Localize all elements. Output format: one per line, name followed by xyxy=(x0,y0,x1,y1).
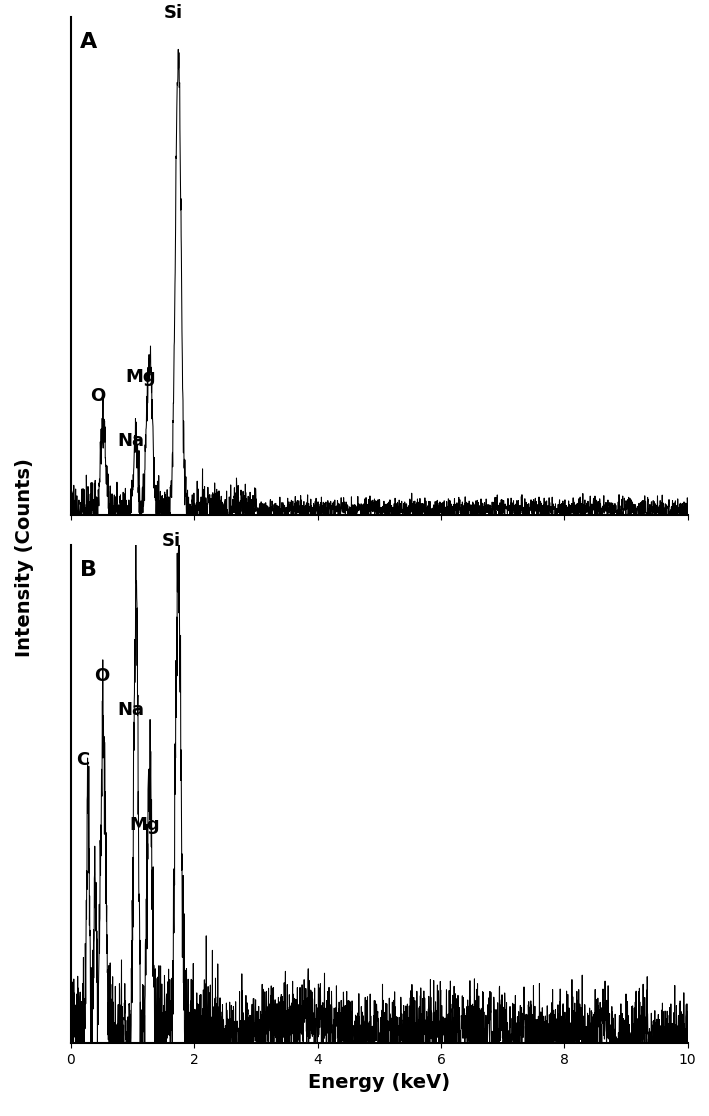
Text: O: O xyxy=(94,666,110,684)
Text: O: O xyxy=(91,387,106,405)
Text: Mg: Mg xyxy=(125,367,156,385)
Text: Intensity (Counts): Intensity (Counts) xyxy=(16,459,34,657)
Text: Si: Si xyxy=(163,3,182,21)
X-axis label: Energy (keV): Energy (keV) xyxy=(308,1072,450,1091)
Text: B: B xyxy=(80,560,97,580)
Text: Si: Si xyxy=(162,532,182,550)
Text: Na: Na xyxy=(117,702,144,720)
Text: Mg: Mg xyxy=(129,816,160,834)
Text: C: C xyxy=(77,751,89,769)
Text: Na: Na xyxy=(118,432,145,451)
Text: A: A xyxy=(80,31,97,51)
